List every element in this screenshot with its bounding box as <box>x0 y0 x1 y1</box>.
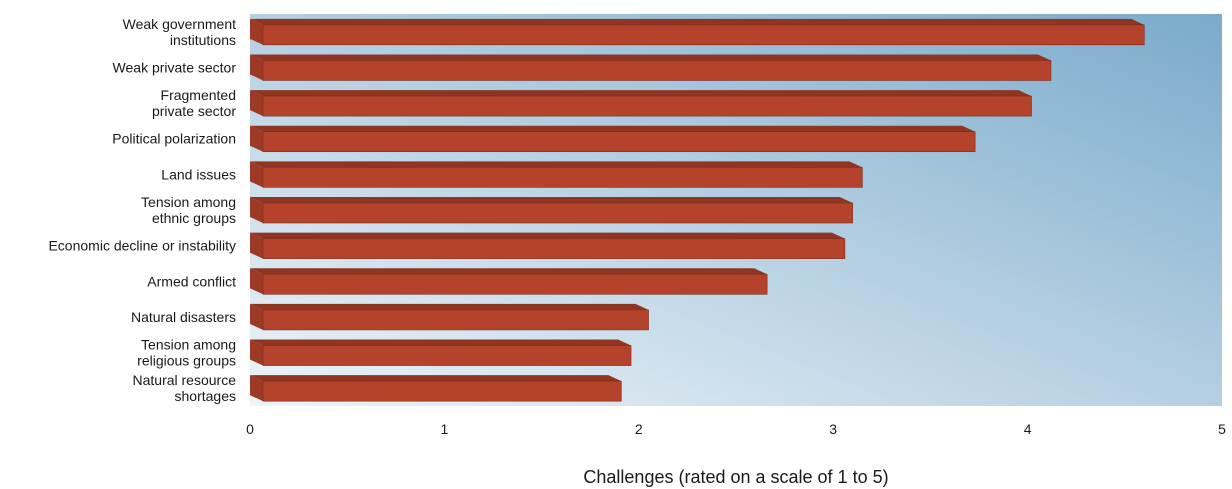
x-axis-ticks: 0 1 2 3 4 5 <box>246 421 1226 437</box>
bar-top-face <box>250 161 863 168</box>
bar <box>250 18 1145 46</box>
category-labels: Weak government institutions Weak private … <box>48 16 236 404</box>
category-label: Natural disasters <box>131 309 236 325</box>
bar-top-face <box>250 339 632 346</box>
bar-top-face <box>250 18 1145 25</box>
category-label: Armed conflict <box>147 273 236 289</box>
bar-front-face <box>262 380 622 402</box>
bar <box>250 303 649 331</box>
bar-top-face <box>250 197 853 203</box>
bar-front-face <box>262 95 1032 117</box>
bar-front-face <box>262 167 863 188</box>
category-label: Fragmented private sector <box>152 87 236 119</box>
x-tick-label: 4 <box>1024 421 1032 437</box>
bar-end-face <box>250 90 263 117</box>
category-label: Political polarization <box>112 131 236 147</box>
category-label: Tension among religious groups <box>137 337 236 369</box>
bar-end-face <box>250 197 263 223</box>
bar-end-face <box>250 54 263 81</box>
category-label: Land issues <box>161 166 236 182</box>
bar-front-face <box>262 131 976 153</box>
bar-end-face <box>250 18 263 45</box>
bar <box>250 125 976 153</box>
bar <box>250 268 768 295</box>
bar-end-face <box>250 375 263 402</box>
bar-top-face <box>250 375 622 382</box>
category-label: Tension among ethnic groups <box>141 194 236 226</box>
x-tick-label: 3 <box>829 421 837 437</box>
bar-front-face <box>262 345 632 366</box>
bars <box>250 18 1145 402</box>
bar-front-face <box>262 60 1052 81</box>
x-tick-label: 1 <box>441 421 449 437</box>
category-label: Weak private sector <box>113 59 237 75</box>
bar <box>250 161 863 188</box>
bar-top-face <box>250 90 1032 97</box>
category-label: Weak government institutions <box>123 16 236 48</box>
bar-top-face <box>250 303 649 310</box>
bar-end-face <box>250 161 263 188</box>
bar-front-face <box>262 273 768 295</box>
x-tick-label: 0 <box>246 421 254 437</box>
category-label: Economic decline or instability <box>48 238 236 254</box>
category-label: Natural resource shortages <box>133 372 237 404</box>
bar-end-face <box>250 125 263 152</box>
bar <box>250 232 846 259</box>
bar <box>250 90 1032 117</box>
bar-end-face <box>250 339 263 366</box>
bar <box>250 375 622 402</box>
bar <box>250 339 632 366</box>
bar-front-face <box>262 202 853 224</box>
bar <box>250 54 1052 81</box>
bar-front-face <box>262 238 846 259</box>
bar-front-face <box>262 24 1145 46</box>
bar-end-face <box>250 268 263 295</box>
bar-top-face <box>250 268 768 275</box>
bar <box>250 197 853 224</box>
bar-top-face <box>250 232 845 239</box>
bar-end-face <box>250 303 263 330</box>
bar-front-face <box>262 309 649 331</box>
bar-top-face <box>250 54 1051 61</box>
x-axis-title: Challenges (rated on a scale of 1 to 5) <box>583 467 888 487</box>
x-tick-label: 2 <box>635 421 643 437</box>
bar-top-face <box>250 125 976 132</box>
x-tick-label: 5 <box>1218 421 1226 437</box>
bar-end-face <box>250 232 263 259</box>
